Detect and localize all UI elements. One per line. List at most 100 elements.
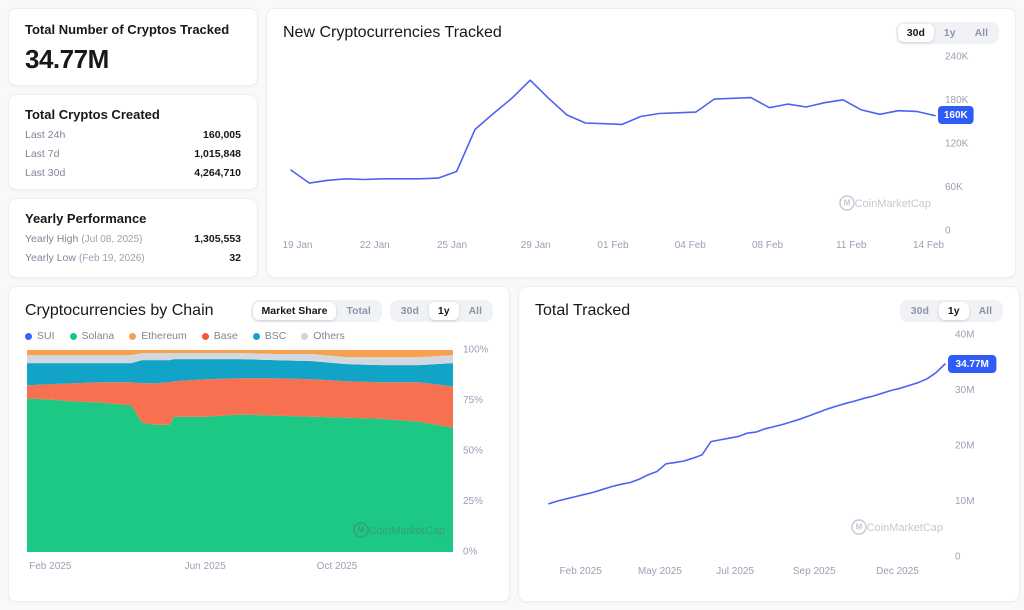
x-tick-label: 29 Jan (521, 240, 551, 251)
cryptos-created-title: Total Cryptos Created (25, 107, 160, 122)
area-band-base (27, 378, 453, 428)
y-tick-label: 180K (945, 95, 969, 106)
ethereum-dot-icon (129, 332, 137, 340)
others-dot-icon (301, 332, 309, 340)
view-option-market-share[interactable]: Market Share (252, 302, 337, 320)
by-chain-chart-card: Cryptocurrencies by Chain Market Share T… (8, 286, 510, 602)
range-option-30d[interactable]: 30d (897, 24, 934, 42)
total-cryptos-title: Total Number of Cryptos Tracked (25, 22, 230, 37)
range-option-all[interactable]: All (460, 302, 491, 320)
total-tracked-chart-card: Total Tracked 30d 1y All 0 10M 20M 30M 40M Fe… (518, 286, 1020, 602)
watermark-logo-m: M (856, 523, 863, 532)
sui-dot-icon (25, 332, 32, 340)
y-tick-label: 20M (955, 441, 974, 452)
by-chain-chart[interactable]: 0% 25% 50% 75% 100% Feb 2025 Jun 2025 Oct 2025 C… (25, 344, 493, 578)
y-tick-label: 75% (463, 395, 483, 406)
x-tick-label: Feb 2025 (560, 566, 603, 577)
y-tick-label: 25% (463, 496, 483, 507)
watermark-logo-icon (353, 522, 369, 538)
range-option-1y[interactable]: 1y (938, 302, 969, 320)
row-label: Yearly High (Jul 08, 2025) (25, 233, 143, 245)
total-cryptos-card: Total Number of Cryptos Tracked 34.77M (8, 8, 258, 86)
chart-header: New Cryptocurrencies Tracked 30d 1y All (283, 21, 999, 45)
y-tick-label: 50% (463, 446, 483, 457)
y-tick-label: 120K (945, 139, 969, 150)
x-tick-label: Oct 2025 (317, 561, 358, 572)
watermark-logo-m: M (844, 199, 851, 208)
watermark-text: CoinMarketCap (369, 525, 445, 537)
legend-item-solana: Solana (69, 330, 114, 342)
y-tick-label: 30M (955, 385, 974, 396)
range-option-1y[interactable]: 1y (428, 302, 459, 320)
row-label: Last 24h (25, 129, 66, 141)
row-value: 4,264,710 (194, 167, 241, 179)
chart-header: Cryptocurrencies by Chain Market Share T… (25, 299, 493, 323)
created-row-7d: Last 7d 1,015,848 (25, 148, 241, 160)
x-tick-label: 25 Jan (437, 240, 467, 251)
coinmarketcap-watermark: CoinMarketCap M (353, 522, 445, 538)
legend-item-sui: SUI (25, 330, 55, 342)
range-option-all[interactable]: All (970, 302, 1001, 320)
range-toggle: 30d 1y All (389, 300, 493, 322)
coinmarketcap-watermark: CoinMarketCap M (839, 195, 931, 211)
last-value-badge-label: 160K (944, 110, 969, 121)
range-option-1y[interactable]: 1y (935, 24, 965, 42)
row-date: (Jul 08, 2025) (81, 234, 143, 245)
x-tick-label: 01 Feb (597, 240, 629, 251)
total-tracked-line-series (548, 363, 946, 505)
yearly-high-row: Yearly High (Jul 08, 2025) 1,305,553 (25, 233, 241, 245)
cryptos-created-card: Total Cryptos Created Last 24h 160,005 L… (8, 94, 258, 190)
x-tick-label: 04 Feb (675, 240, 707, 251)
new-cryptos-chart[interactable]: 0 60K 120K 180K 240K 19 Jan 22 Jan 25 Jan 29 Jan… (283, 45, 999, 261)
area-band-ethereum (27, 350, 453, 358)
row-label: Yearly Low (Feb 19, 2026) (25, 252, 145, 264)
solana-dot-icon (69, 332, 77, 340)
x-tick-label: 22 Jan (360, 240, 390, 251)
range-option-all[interactable]: All (966, 24, 997, 42)
y-tick-label: 40M (955, 330, 974, 341)
total-tracked-chart[interactable]: 0 10M 20M 30M 40M Feb 2025 May 2025 Jul 2025 Sep… (535, 323, 1003, 585)
view-option-total[interactable]: Total (337, 302, 379, 320)
row-value: 1,015,848 (194, 148, 241, 160)
watermark-text: CoinMarketCap (867, 522, 943, 534)
bottom-row: Cryptocurrencies by Chain Market Share T… (0, 278, 1024, 610)
view-toggle: Market Share Total (250, 300, 382, 322)
area-band-solana (27, 398, 453, 552)
x-tick-label: 14 Feb (913, 240, 945, 251)
new-cryptos-chart-card: New Cryptocurrencies Tracked 30d 1y All … (266, 8, 1016, 278)
coinmarketcap-watermark: CoinMarketCap M (851, 519, 943, 535)
x-tick-label: Feb 2025 (29, 561, 72, 572)
base-dot-icon (201, 332, 209, 340)
legend-item-bsc: BSC (252, 330, 286, 342)
last-value-badge (938, 106, 974, 124)
new-cryptos-line-series (290, 79, 936, 184)
range-toggle: 30d 1y All (895, 22, 999, 44)
y-tick-label: 0% (463, 547, 478, 558)
legend-item-others: Others (301, 330, 345, 342)
bsc-dot-icon (252, 332, 260, 340)
legend-item-base: Base (201, 330, 238, 342)
last-value-badge (948, 355, 997, 374)
x-tick-label: 19 Jan (283, 240, 312, 251)
range-toggle: 30d 1y All (899, 300, 1003, 322)
created-row-24h: Last 24h 160,005 (25, 129, 241, 141)
row-value: 32 (229, 252, 241, 264)
chart-header: Total Tracked 30d 1y All (535, 299, 1003, 323)
x-tick-label: 11 Feb (836, 240, 867, 251)
chart-controls: Market Share Total 30d 1y All (250, 300, 493, 322)
watermark-logo-icon (851, 519, 867, 535)
top-row: Total Number of Cryptos Tracked 34.77M T… (0, 0, 1024, 278)
y-tick-label: 0 (955, 552, 961, 563)
area-band-bsc (27, 359, 453, 387)
row-value: 160,005 (203, 129, 241, 141)
total-cryptos-value: 34.77M (25, 44, 109, 74)
area-band-others (27, 353, 453, 366)
watermark-text: CoinMarketCap (855, 198, 931, 210)
watermark-logo-m: M (358, 526, 365, 535)
range-option-30d[interactable]: 30d (902, 302, 938, 320)
range-option-30d[interactable]: 30d (392, 302, 428, 320)
x-tick-label: Jun 2025 (185, 561, 227, 572)
by-chain-chart-title: Cryptocurrencies by Chain (25, 302, 214, 319)
row-label: Last 30d (25, 167, 66, 179)
y-tick-label: 240K (945, 52, 969, 63)
